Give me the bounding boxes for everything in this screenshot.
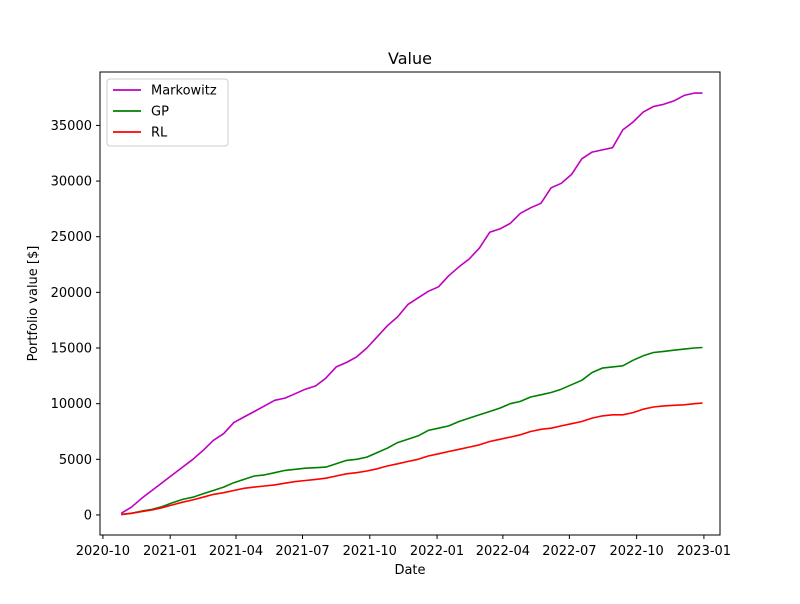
x-tick-label: 2022-10 bbox=[609, 544, 663, 559]
series-layer bbox=[120, 92, 703, 516]
x-tick-label: 2021-10 bbox=[343, 544, 397, 559]
y-axis-label: Portfolio value [$] bbox=[26, 246, 41, 362]
series-line-gp bbox=[121, 346, 703, 516]
legend-box bbox=[106, 78, 229, 147]
y-tick-label: 25000 bbox=[51, 230, 92, 245]
x-tick-label: 2021-01 bbox=[143, 544, 197, 559]
legend-label-rl: RL bbox=[151, 126, 168, 141]
x-tick-label: 2022-01 bbox=[410, 544, 464, 559]
y-tick-label: 10000 bbox=[51, 397, 92, 412]
x-tick-label: 2022-04 bbox=[476, 544, 530, 559]
x-tick-label: 2023-01 bbox=[677, 544, 731, 559]
legend-label-gp: GP bbox=[151, 105, 169, 120]
y-tick-label: 0 bbox=[84, 508, 92, 523]
series-line-rl bbox=[121, 402, 703, 516]
y-tick-label: 15000 bbox=[51, 342, 92, 357]
y-tick-label: 5000 bbox=[59, 453, 92, 468]
series-line-markowitz bbox=[120, 92, 703, 514]
x-tick-label: 2021-07 bbox=[275, 544, 329, 559]
y-tick-label: 30000 bbox=[51, 175, 92, 190]
x-axis-label: Date bbox=[394, 563, 425, 578]
legend: Markowitz GP RL bbox=[106, 78, 229, 147]
y-tick-label: 35000 bbox=[51, 119, 92, 134]
x-tick-label: 2020-10 bbox=[76, 544, 130, 559]
x-tick-label: 2021-04 bbox=[209, 544, 263, 559]
x-tick-label: 2022-07 bbox=[542, 544, 596, 559]
axes-layer: 2020-10 2021-01 2021-04 2021-07 2021-10 2022-… bbox=[51, 71, 731, 559]
y-tick-label: 20000 bbox=[51, 286, 92, 301]
axes-frame bbox=[99, 71, 721, 536]
chart-title: Value bbox=[388, 49, 432, 68]
legend-label-markowitz: Markowitz bbox=[151, 84, 217, 99]
